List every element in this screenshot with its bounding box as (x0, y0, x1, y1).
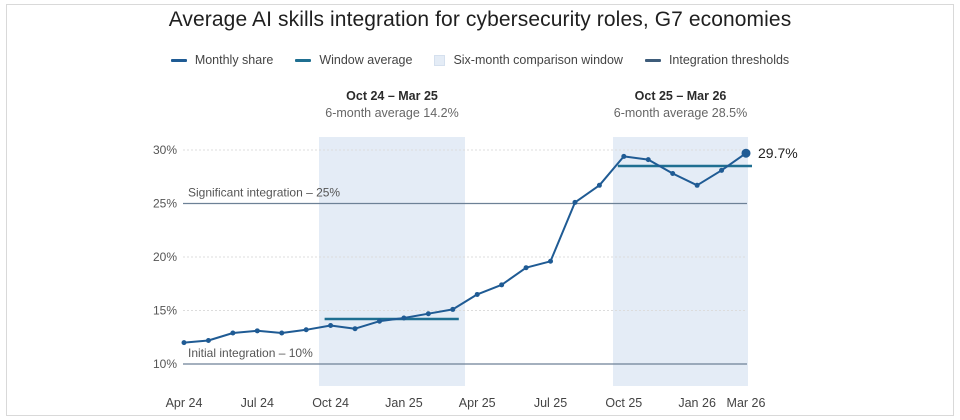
y-tick-label-25: 25% (153, 197, 177, 211)
legend-swatch-monthly-share (170, 58, 187, 62)
data-point-3 (254, 328, 260, 334)
window-title-1: Oct 24 – Mar 25 (346, 89, 438, 103)
legend-swatch-thresholds (644, 58, 661, 62)
data-point-11 (450, 306, 456, 312)
data-point-4 (279, 330, 285, 336)
comparison-window-2 (613, 137, 748, 386)
end-value-label: 29.7% (758, 145, 798, 161)
data-point-18 (621, 153, 627, 159)
x-tick-label-7: Jan 26 (678, 396, 716, 410)
chart-title: Average AI skills integration for cybers… (168, 8, 792, 31)
data-point-13 (499, 282, 505, 288)
data-point-12 (474, 291, 480, 297)
legend-label-comparison-window: Six-month comparison window (453, 53, 623, 67)
x-tick-label-6: Oct 25 (605, 396, 642, 410)
x-tick-label-3: Jan 25 (385, 396, 423, 410)
legend-item-comparison-window: Six-month comparison window (434, 53, 623, 67)
data-point-22 (719, 167, 725, 173)
chart-frame (6, 4, 954, 416)
comparison-window-1 (319, 137, 465, 386)
x-tick-label-0: Apr 24 (166, 396, 203, 410)
window-subtitle-1: 6-month average 14.2% (325, 106, 458, 120)
data-point-5 (303, 327, 309, 333)
y-tick-label-15: 15% (153, 304, 177, 318)
legend-item-monthly-share: Monthly share (170, 53, 274, 67)
data-point-8 (376, 318, 382, 324)
window-title-2: Oct 25 – Mar 26 (635, 89, 727, 103)
data-point-7 (352, 326, 358, 332)
y-tick-label-20: 20% (153, 250, 177, 264)
legend-label-window-average: Window average (319, 53, 413, 67)
x-tick-label-2: Oct 24 (312, 396, 349, 410)
data-point-16 (572, 199, 578, 205)
threshold-label-10: Initial integration – 10% (188, 346, 313, 360)
legend-swatch-window-average (295, 58, 312, 62)
window-subtitle-2: 6-month average 28.5% (614, 106, 747, 120)
data-point-1 (205, 337, 211, 343)
data-point-20 (670, 171, 676, 177)
data-point-19 (645, 157, 651, 163)
legend-item-window-average: Window average (295, 53, 412, 67)
legend-label-monthly-share: Monthly share (194, 53, 274, 67)
y-tick-label-30: 30% (153, 143, 177, 157)
legend-swatch-comparison-window (434, 54, 446, 66)
data-point-14 (523, 265, 529, 271)
data-point-0 (181, 340, 187, 346)
x-tick-label-1: Jul 24 (241, 396, 274, 410)
data-point-23 (741, 148, 751, 158)
x-tick-label-5: Jul 25 (534, 396, 567, 410)
x-tick-label-4: Apr 25 (459, 396, 496, 410)
y-tick-label-10: 10% (153, 357, 177, 371)
data-point-6 (328, 322, 334, 328)
data-point-15 (548, 258, 554, 264)
data-point-17 (596, 182, 602, 188)
data-point-9 (401, 315, 407, 321)
threshold-label-25: Significant integration – 25% (188, 186, 340, 200)
data-point-10 (425, 311, 431, 317)
data-point-21 (694, 182, 700, 188)
data-point-2 (230, 330, 236, 336)
series-line-monthly-share (183, 152, 747, 344)
legend-item-thresholds: Integration thresholds (644, 53, 790, 67)
legend-label-thresholds: Integration thresholds (668, 53, 790, 67)
chart-legend: Monthly share Window average Six-month c… (0, 53, 960, 67)
x-tick-label-8: Mar 26 (727, 396, 766, 410)
